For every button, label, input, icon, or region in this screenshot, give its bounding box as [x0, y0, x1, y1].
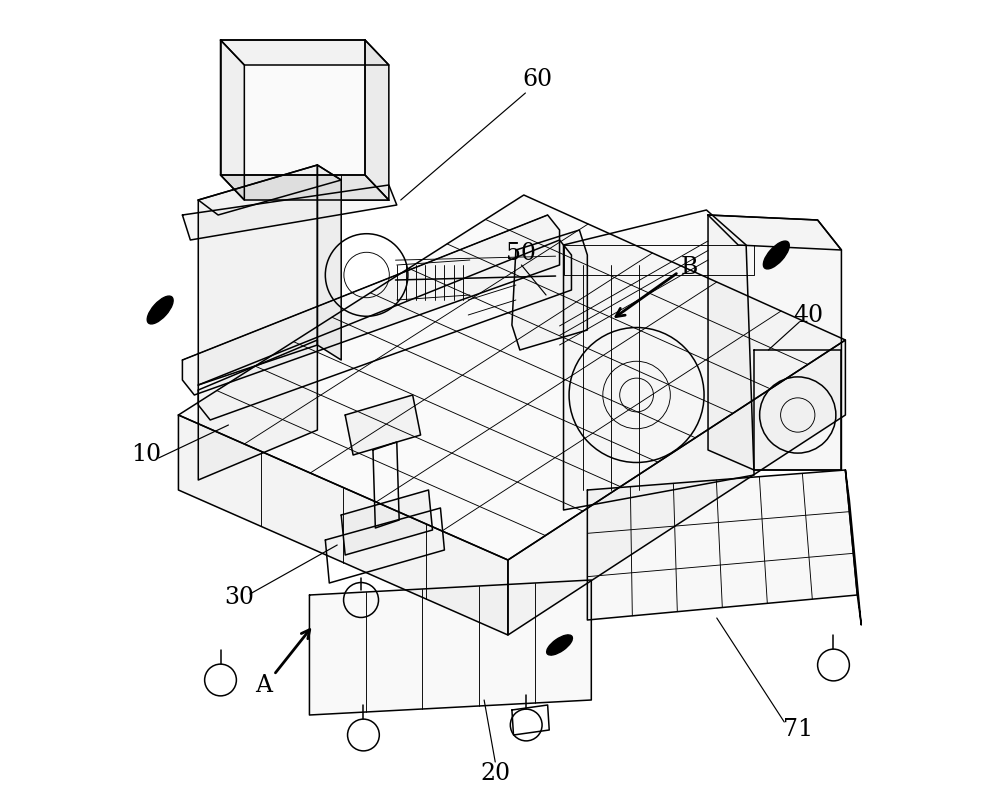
Ellipse shape [763, 241, 789, 269]
Text: A: A [255, 674, 272, 697]
Polygon shape [512, 230, 587, 350]
Ellipse shape [147, 296, 173, 324]
Text: 60: 60 [522, 68, 552, 91]
Text: 30: 30 [225, 587, 255, 610]
Text: 10: 10 [132, 444, 162, 467]
Polygon shape [178, 415, 508, 635]
Text: B: B [680, 256, 698, 279]
Polygon shape [587, 470, 857, 620]
Text: 20: 20 [480, 761, 510, 784]
Polygon shape [198, 165, 341, 215]
Polygon shape [341, 490, 433, 555]
Polygon shape [198, 340, 317, 480]
Polygon shape [708, 215, 841, 250]
Polygon shape [508, 340, 845, 635]
Polygon shape [365, 40, 389, 200]
Polygon shape [345, 395, 421, 455]
Polygon shape [564, 210, 754, 510]
Text: 40: 40 [793, 303, 823, 326]
Polygon shape [708, 215, 841, 470]
Polygon shape [182, 215, 560, 395]
Polygon shape [221, 40, 365, 175]
Polygon shape [221, 40, 244, 200]
Text: 50: 50 [506, 242, 536, 265]
Polygon shape [317, 165, 341, 360]
Text: 71: 71 [783, 719, 813, 742]
Polygon shape [221, 175, 389, 200]
Polygon shape [309, 580, 591, 715]
Polygon shape [178, 195, 845, 560]
Polygon shape [198, 165, 317, 385]
Ellipse shape [547, 635, 572, 655]
Polygon shape [221, 40, 389, 65]
Polygon shape [182, 185, 397, 240]
